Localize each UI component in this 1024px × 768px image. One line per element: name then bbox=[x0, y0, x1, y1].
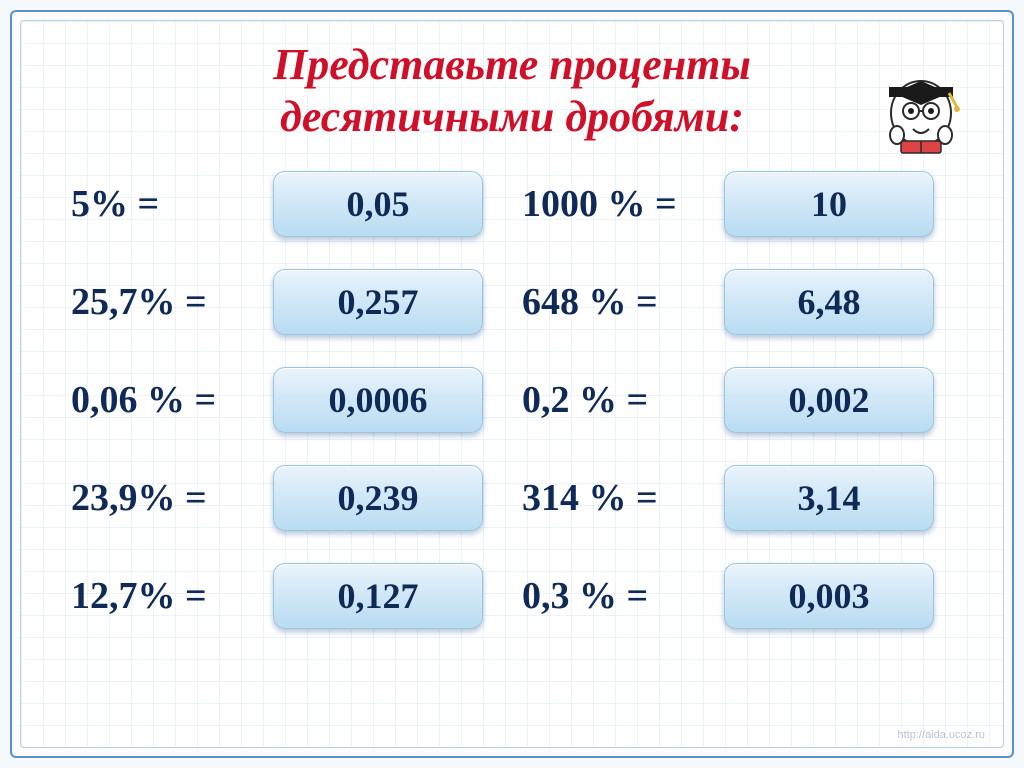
watermark-text: http://aida.ucoz.ru bbox=[898, 729, 985, 741]
inner-frame: Представьте проценты десятичными дробями… bbox=[20, 20, 1004, 748]
decimal-answer: 0,127 bbox=[273, 563, 483, 629]
percent-label: 25,7% = bbox=[71, 280, 261, 324]
exercise-row: 25,7% = 0,257 bbox=[71, 269, 502, 335]
percent-label: 12,7% = bbox=[71, 574, 261, 618]
percent-label: 0,3 % = bbox=[522, 574, 712, 618]
decimal-answer: 0,257 bbox=[273, 269, 483, 335]
exercise-row: 0,3 % = 0,003 bbox=[522, 563, 953, 629]
decimal-answer: 0,05 bbox=[273, 171, 483, 237]
percent-label: 1000 % = bbox=[522, 182, 712, 226]
decimal-answer: 6,48 bbox=[724, 269, 934, 335]
percent-label: 5% = bbox=[71, 182, 261, 226]
mascot-graduate-icon bbox=[871, 49, 971, 159]
title-line-2: десятичными дробями: bbox=[61, 91, 963, 143]
decimal-answer: 0,239 bbox=[273, 465, 483, 531]
exercise-row: 0,06 % = 0,0006 bbox=[71, 367, 502, 433]
exercise-row: 648 % = 6,48 bbox=[522, 269, 953, 335]
exercise-row: 5% = 0,05 bbox=[71, 171, 502, 237]
title-line-1: Представьте проценты bbox=[61, 39, 963, 91]
exercise-row: 23,9% = 0,239 bbox=[71, 465, 502, 531]
exercise-grid: 5% = 0,05 1000 % = 10 25,7% = 0,257 648 … bbox=[61, 171, 963, 629]
percent-label: 0,06 % = bbox=[71, 378, 261, 422]
exercise-row: 1000 % = 10 bbox=[522, 171, 953, 237]
percent-label: 23,9% = bbox=[71, 476, 261, 520]
exercise-row: 0,2 % = 0,002 bbox=[522, 367, 953, 433]
percent-label: 0,2 % = bbox=[522, 378, 712, 422]
slide-title: Представьте проценты десятичными дробями… bbox=[61, 39, 963, 143]
percent-label: 648 % = bbox=[522, 280, 712, 324]
decimal-answer: 10 bbox=[724, 171, 934, 237]
outer-frame: Представьте проценты десятичными дробями… bbox=[10, 10, 1014, 758]
decimal-answer: 0,003 bbox=[724, 563, 934, 629]
exercise-row: 314 % = 3,14 bbox=[522, 465, 953, 531]
percent-label: 314 % = bbox=[522, 476, 712, 520]
exercise-row: 12,7% = 0,127 bbox=[71, 563, 502, 629]
decimal-answer: 3,14 bbox=[724, 465, 934, 531]
decimal-answer: 0,0006 bbox=[273, 367, 483, 433]
decimal-answer: 0,002 bbox=[724, 367, 934, 433]
